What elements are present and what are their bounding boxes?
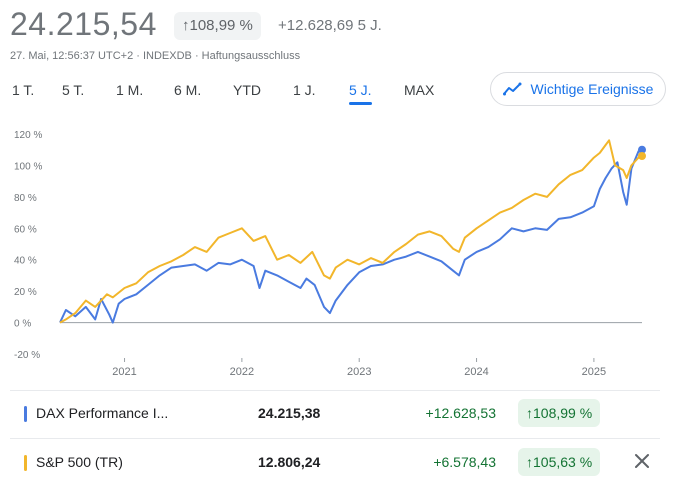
current-price: 24.215,54: [10, 6, 157, 42]
series-change-absolute: +6.578,43: [433, 454, 496, 470]
y-tick-label: 60 %: [14, 224, 37, 235]
timestamp-exchange: 27. Mai, 12:56:37 UTC+2 · INDEXDB ·: [10, 50, 202, 62]
trend-events-icon: [502, 82, 522, 96]
y-tick-label: 80 %: [14, 193, 37, 204]
series-name: S&P 500 (TR): [36, 454, 123, 470]
series-end-dot-0: [638, 145, 646, 154]
range-1y[interactable]: 1 J.: [293, 82, 316, 98]
y-tick-label: 100 %: [14, 161, 42, 172]
series-change-percent: 108,99 %: [533, 405, 593, 421]
range-1m[interactable]: 1 M.: [116, 82, 144, 98]
range-6m[interactable]: 6 M.: [174, 82, 202, 98]
range-ytd[interactable]: YTD: [233, 82, 261, 98]
y-tick-label: 120 %: [14, 130, 42, 141]
quote-meta: 27. Mai, 12:56:37 UTC+2 · INDEXDB · Haft…: [10, 50, 300, 62]
change-absolute: +12.628,69 5 J.: [278, 17, 382, 34]
y-tick-label: -20 %: [14, 350, 40, 361]
x-tick-label: 2023: [347, 366, 371, 378]
arrow-up-icon: ↑: [182, 17, 190, 34]
y-tick-label: 40 %: [14, 256, 37, 267]
range-5d[interactable]: 5 T.: [62, 82, 85, 98]
legend-row-dax[interactable]: DAX Performance I... 24.215,38 +12.628,5…: [10, 394, 660, 434]
series-value: 12.806,24: [258, 454, 321, 470]
series-line-1: [59, 139, 643, 324]
series-change-absolute: +12.628,53: [425, 405, 496, 421]
legend-divider-top: [10, 390, 660, 391]
legend-row-sp500[interactable]: S&P 500 (TR) 12.806,24 +6.578,43 ↑105,63…: [10, 443, 660, 483]
y-tick-label: 20 %: [14, 287, 37, 298]
comparison-line-chart[interactable]: 120 % 100 % 80 % 60 % 40 % 20 % 0 % -20 % 2021 20…: [0, 120, 680, 385]
disclaimer-link[interactable]: Haftungsausschluss: [201, 50, 301, 62]
series-color-swatch: [24, 406, 27, 422]
x-tick-label: 2025: [582, 366, 606, 378]
close-icon[interactable]: [630, 449, 654, 473]
legend-divider: [10, 438, 660, 439]
series-change-percent-badge: ↑108,99 %: [518, 399, 601, 427]
x-tick-label: 2022: [230, 366, 254, 378]
key-events-label: Wichtige Ereignisse: [530, 81, 654, 97]
range-5y[interactable]: 5 J.: [349, 82, 372, 105]
series-line-0: [59, 148, 643, 324]
x-tick-label: 2024: [464, 366, 488, 378]
arrow-up-icon: ↑: [526, 405, 533, 421]
series-value: 24.215,38: [258, 405, 321, 421]
change-percent-value: 108,99 %: [189, 17, 253, 34]
series-color-swatch: [24, 455, 27, 471]
series-change-percent: 105,63 %: [533, 454, 593, 470]
arrow-up-icon: ↑: [526, 454, 533, 470]
key-events-button[interactable]: Wichtige Ereignisse: [490, 72, 666, 106]
series-change-percent-badge: ↑105,63 %: [518, 448, 601, 476]
change-percent-badge: ↑108,99 %: [174, 12, 261, 40]
y-tick-label: 0 %: [14, 319, 31, 330]
series-end-dot-1: [638, 152, 646, 160]
series-name: DAX Performance I...: [36, 405, 169, 421]
range-1d[interactable]: 1 T.: [12, 82, 35, 98]
x-tick-label: 2021: [112, 366, 136, 378]
range-max[interactable]: MAX: [404, 82, 435, 98]
